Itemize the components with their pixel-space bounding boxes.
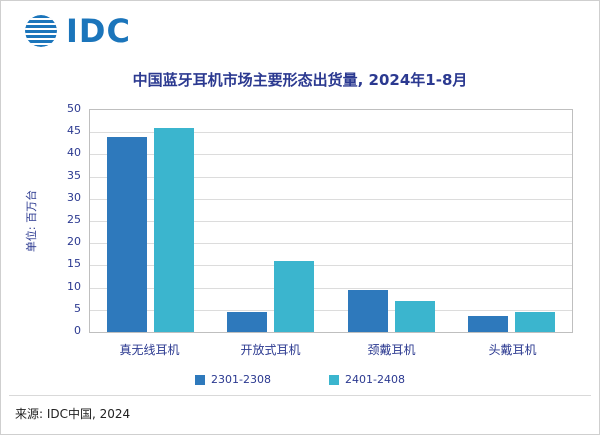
legend-swatch: [329, 374, 339, 385]
gridline: [90, 265, 572, 267]
legend-swatch: [195, 374, 206, 385]
y-tick-label: 50: [67, 102, 81, 115]
legend-label: 2401-2408: [345, 373, 405, 386]
y-tick-label: 20: [67, 235, 81, 249]
y-tick-label: 0: [74, 324, 81, 337]
legend: 2301-2308 2401-2408: [1, 373, 599, 386]
y-axis-label: 单位: 百万台: [25, 189, 38, 253]
y-tick-label: 30: [67, 190, 81, 204]
bar-2401-2408: [394, 300, 435, 332]
idc-globe-icon: [25, 15, 57, 47]
bar-2401-2408: [153, 127, 194, 332]
y-tick-label: 10: [67, 279, 81, 293]
gridline: [90, 221, 572, 222]
gridline: [90, 154, 572, 156]
divider: [9, 395, 591, 396]
y-axis-ticks: 0 5 10 15 20 25 30 35 40 45 50: [41, 103, 81, 337]
bar-2401-2408: [515, 312, 556, 332]
idc-logo-text: IDC: [66, 12, 131, 50]
y-tick-label: 45: [67, 124, 81, 138]
x-category-label: 真无线耳机: [119, 343, 180, 357]
gridline: [90, 309, 572, 311]
legend-item: 2401-2408: [329, 373, 405, 386]
gridline: [90, 132, 572, 134]
bar-2301-2308: [106, 136, 147, 332]
x-category-label: 头戴耳机: [488, 343, 537, 357]
y-tick-label: 40: [67, 146, 81, 160]
bar-2401-2408: [274, 260, 315, 332]
gridline: [90, 243, 572, 245]
y-tick-label: 5: [74, 301, 81, 315]
gridline: [90, 198, 572, 200]
bar-2301-2308: [227, 312, 268, 332]
x-category-label: 颈戴耳机: [367, 343, 416, 357]
chart-title: 中国蓝牙耳机市场主要形态出货量, 2024年1-8月: [132, 71, 468, 89]
y-tick-label: 35: [67, 168, 81, 182]
x-axis-labels: 真无线耳机 开放式耳机 颈戴耳机 头戴耳机: [89, 341, 573, 358]
bar-2301-2308: [347, 289, 388, 332]
gridline: [90, 287, 572, 289]
y-tick-label: 15: [67, 257, 81, 271]
bar-2301-2308: [468, 316, 509, 332]
y-tick-label: 25: [67, 213, 81, 226]
plot-area: [89, 109, 573, 333]
x-category-label: 开放式耳机: [240, 343, 301, 357]
gridline: [90, 176, 572, 178]
idc-logo: IDC: [21, 11, 131, 51]
legend-label: 2301-2308: [211, 373, 271, 386]
legend-item: 2301-2308: [195, 373, 271, 386]
source-text: 来源: IDC中国, 2024: [15, 407, 131, 421]
